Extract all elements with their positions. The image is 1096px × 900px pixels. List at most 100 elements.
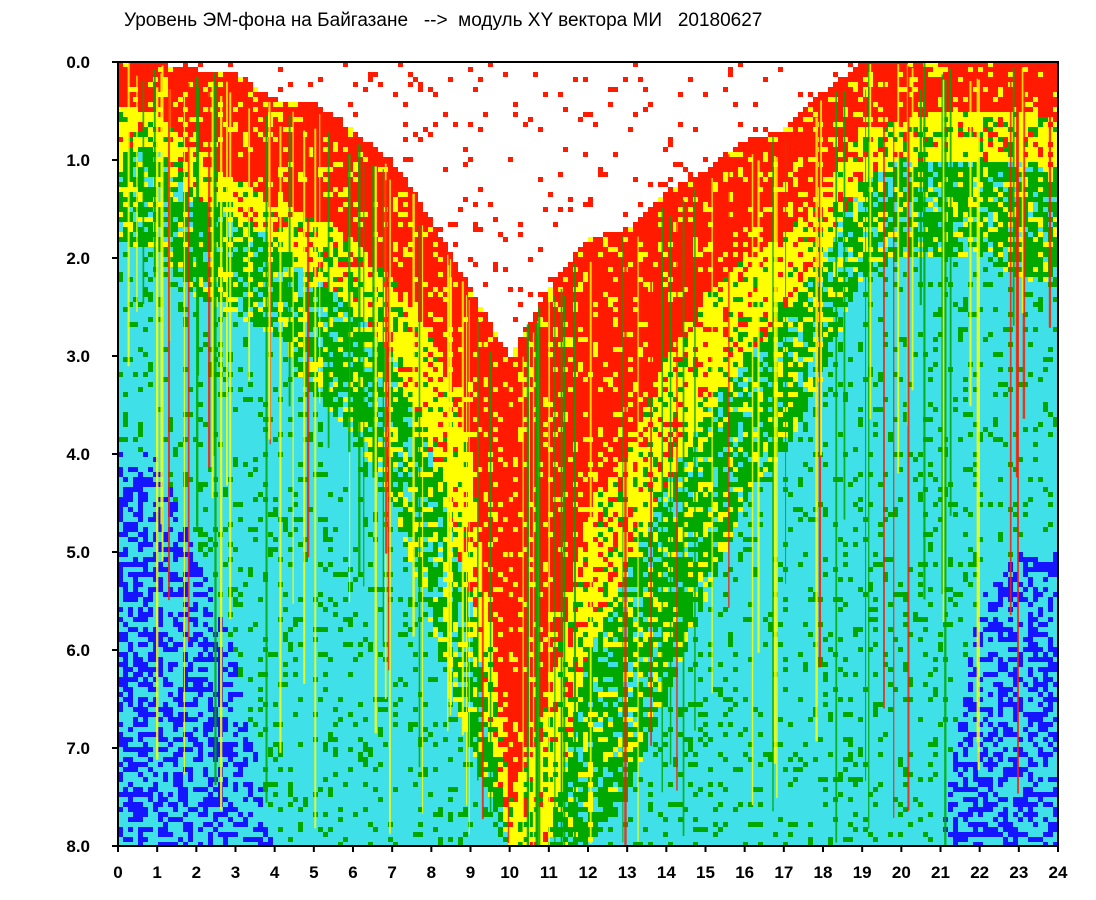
heat-cell	[243, 332, 248, 337]
heat-cell	[148, 692, 153, 697]
heat-cell	[253, 727, 258, 732]
heat-cell	[163, 417, 168, 422]
heat-cell	[163, 437, 168, 442]
heat-cell	[183, 132, 188, 137]
heat-cell	[163, 782, 168, 787]
heat-cell	[148, 652, 153, 657]
heat-cell	[173, 727, 178, 732]
heat-cell	[248, 762, 253, 767]
heat-cell	[178, 657, 183, 662]
heat-cell	[248, 532, 253, 537]
heat-cell	[178, 527, 183, 532]
heat-cell	[143, 632, 148, 637]
heat-cell	[138, 757, 143, 762]
heat-cell	[163, 747, 168, 752]
heat-cell	[243, 767, 248, 772]
heat-cell	[203, 82, 208, 87]
heat-cell	[248, 437, 253, 442]
heat-cell	[258, 487, 263, 492]
heat-cell	[258, 102, 263, 107]
heat-cell	[223, 652, 228, 657]
heat-cell	[233, 727, 238, 732]
heat-cell	[168, 602, 173, 607]
heat-cell	[258, 172, 263, 177]
heat-cell	[173, 682, 178, 687]
heat-cell	[263, 832, 268, 837]
heat-cell	[268, 482, 273, 487]
heat-cell	[253, 502, 258, 507]
heat-cell	[258, 222, 263, 227]
heat-cell	[218, 832, 223, 837]
heat-cell	[128, 627, 133, 632]
heat-cell	[123, 542, 128, 547]
heat-cell	[138, 377, 143, 382]
heat-cell	[133, 687, 138, 692]
heat-cell	[158, 692, 163, 697]
heat-cell	[273, 652, 278, 657]
heat-cell	[223, 77, 228, 82]
heat-cell	[183, 597, 188, 602]
heat-cell	[238, 532, 243, 537]
heat-cell	[183, 792, 188, 797]
heat-cell	[248, 637, 253, 642]
heat-cell	[238, 812, 243, 817]
heat-cell	[223, 757, 228, 762]
heat-cell	[173, 142, 178, 147]
heat-cell	[238, 637, 243, 642]
heat-cell	[173, 467, 178, 472]
heat-cell	[238, 787, 243, 792]
heat-cell	[183, 407, 188, 412]
heat-cell	[198, 807, 203, 812]
heat-cell	[233, 467, 238, 472]
heat-cell	[193, 827, 198, 832]
heat-cell	[138, 557, 143, 562]
heat-cell	[143, 517, 148, 522]
heat-cell	[238, 627, 243, 632]
heat-cell	[248, 512, 253, 517]
heat-cell	[273, 107, 278, 112]
heat-cell	[143, 782, 148, 787]
heat-cell	[253, 132, 258, 137]
heat-cell	[228, 622, 233, 627]
heat-cell	[268, 597, 273, 602]
heat-cell	[253, 757, 258, 762]
heat-cell	[123, 707, 128, 712]
heat-cell	[233, 152, 238, 157]
heat-cell	[253, 457, 258, 462]
heat-cell	[138, 452, 143, 457]
heat-cell	[138, 587, 143, 592]
heat-cell	[158, 802, 163, 807]
heat-cell	[183, 522, 188, 527]
heat-cell	[128, 402, 133, 407]
heat-cell	[133, 762, 138, 767]
heat-cell	[183, 107, 188, 112]
heat-cell	[258, 202, 263, 207]
heat-cell	[243, 702, 248, 707]
heat-cell	[223, 597, 228, 602]
heat-cell	[158, 612, 163, 617]
heat-cell	[268, 562, 273, 567]
heat-cell	[173, 192, 178, 197]
heat-cell	[143, 437, 148, 442]
heat-cell	[243, 122, 248, 127]
heat-cell	[248, 682, 253, 687]
heat-cell	[173, 252, 178, 257]
heat-cell	[243, 617, 248, 622]
heat-cell	[173, 647, 178, 652]
heat-cell	[223, 537, 228, 542]
heat-cell	[138, 682, 143, 687]
heat-cell	[203, 677, 208, 682]
heat-cell	[178, 302, 183, 307]
heat-cell	[138, 737, 143, 742]
heat-cell	[158, 752, 163, 757]
heat-cell	[223, 647, 228, 652]
heat-cell	[178, 362, 183, 367]
heat-cell	[133, 372, 138, 377]
heat-cell	[233, 432, 238, 437]
heat-cell	[183, 547, 188, 552]
heat-cell	[228, 712, 233, 717]
heat-cell	[188, 702, 193, 707]
heat-cell	[253, 222, 258, 227]
heat-cell	[268, 757, 273, 762]
heat-cell	[248, 502, 253, 507]
